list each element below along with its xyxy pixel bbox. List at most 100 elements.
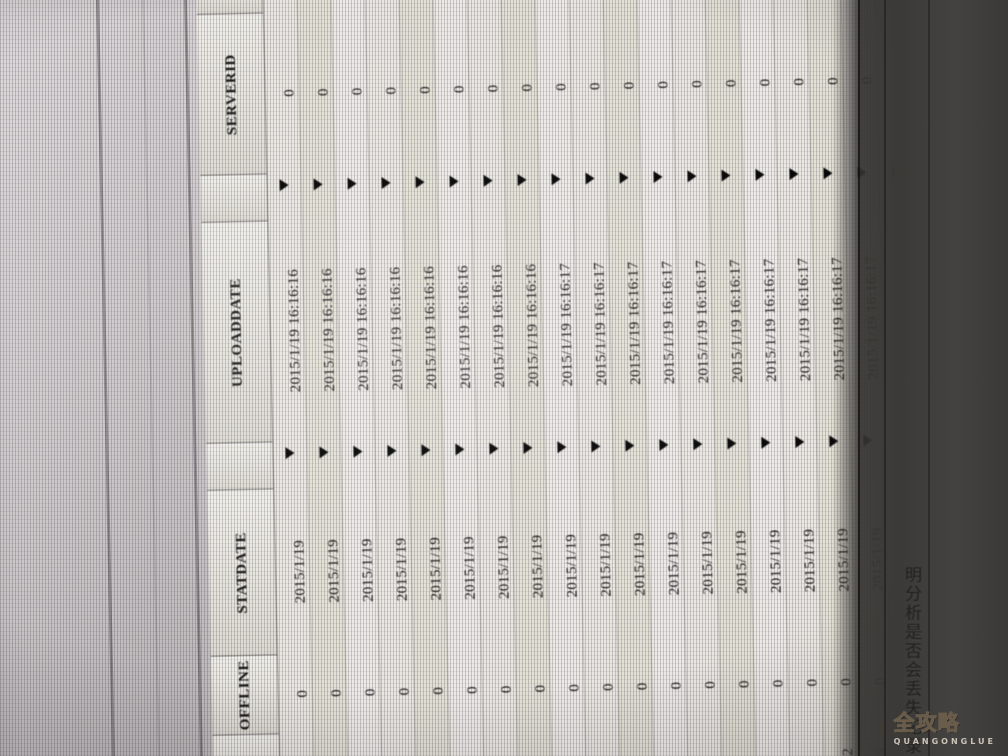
row-selector-triangle-icon[interactable] [415, 176, 425, 189]
statdate-column-header[interactable]: STATDATE [207, 489, 278, 656]
serverid-column-header[interactable]: SERVERID [196, 13, 268, 175]
table-row[interactable]: 2015/1/19 [342, 487, 380, 657]
table-row[interactable]: 0 [433, 9, 472, 174]
table-row[interactable]: 0 [467, 8, 506, 174]
table-row[interactable] [551, 727, 587, 756]
table-row[interactable] [789, 722, 825, 756]
table-row[interactable]: 0 [651, 646, 688, 730]
offline-column-header[interactable]: OFFLINE [210, 655, 280, 735]
row-selector-triangle-icon[interactable] [789, 167, 799, 181]
row-selector-triangle-icon[interactable] [319, 446, 329, 459]
table-row[interactable]: 0 [399, 9, 438, 175]
row-selector-triangle-icon[interactable] [455, 443, 465, 456]
table-row[interactable]: 0 [685, 645, 722, 729]
table-row[interactable]: 0 [569, 6, 608, 171]
table-row[interactable] [721, 723, 757, 756]
table-row[interactable] [279, 733, 315, 756]
table-row[interactable]: 0 [481, 650, 518, 733]
table-row[interactable] [449, 729, 485, 756]
table-row[interactable]: 2015/1/19 [716, 479, 754, 649]
table-row[interactable]: 2015/1/19 16:16:17 [676, 211, 716, 437]
table-row[interactable] [483, 729, 519, 756]
table-row[interactable]: 2015/1/19 [614, 481, 652, 651]
row-selector-triangle-icon[interactable] [313, 178, 323, 191]
row-selector-triangle-icon[interactable] [285, 446, 295, 460]
table-row[interactable] [755, 723, 791, 756]
table-row[interactable]: 2015/1/19 [444, 484, 482, 655]
table-row[interactable]: 0 [549, 648, 586, 732]
row-selector-triangle-icon[interactable] [449, 175, 459, 188]
row-selector-triangle-icon[interactable] [517, 173, 527, 187]
table-row[interactable]: 2015/1/19 [308, 487, 346, 658]
row-selector-triangle-icon[interactable] [693, 438, 703, 451]
table-row[interactable]: 0 [719, 644, 756, 728]
table-row[interactable]: 2015/1/19 [682, 479, 720, 650]
table-row[interactable]: 0 [413, 651, 450, 735]
table-row[interactable]: 0 [617, 647, 654, 730]
table-row[interactable]: 0 [311, 653, 348, 737]
row-selector-triangle-icon[interactable] [727, 437, 737, 450]
table-row[interactable]: 0 [705, 3, 744, 168]
table-row[interactable] [347, 732, 383, 756]
table-row[interactable] [585, 726, 621, 756]
tail-number-column-header[interactable] [212, 734, 281, 756]
table-row[interactable]: 2015/1/19 16:16:16 [336, 219, 376, 444]
table-row[interactable]: 0 [331, 11, 370, 177]
row-selector-triangle-icon[interactable] [347, 177, 357, 190]
table-row[interactable]: 2015/1/19 16:16:16 [404, 217, 444, 443]
table-row[interactable]: 2015/1/19 16:16:16 [438, 217, 478, 442]
row-selector-triangle-icon[interactable] [659, 438, 669, 452]
table-row[interactable]: 2015/1/19 [478, 484, 516, 654]
table-row[interactable]: 2015/1/19 [376, 486, 414, 657]
version-column-header[interactable] [196, 0, 264, 14]
row-selector-triangle-icon[interactable] [591, 440, 601, 453]
table-row[interactable]: 0 [739, 2, 778, 168]
table-row[interactable]: 0 [583, 647, 620, 731]
table-row[interactable]: 2015/1/19 16:16:17 [710, 211, 750, 436]
table-row[interactable]: 2015/1/19 16:16:17 [540, 214, 580, 440]
row-selector-triangle-icon[interactable] [761, 436, 771, 449]
table-row[interactable]: 2015/1/19 [784, 477, 822, 648]
table-row[interactable]: 2015/1/19 16:16:17 [778, 209, 818, 435]
table-row[interactable]: 0 [637, 4, 676, 170]
row-selector-triangle-icon[interactable] [619, 171, 629, 184]
row-selector-triangle-icon[interactable] [353, 445, 363, 458]
table-row[interactable]: 0 [753, 644, 790, 727]
row-selector-triangle-icon[interactable] [557, 441, 567, 454]
table-row[interactable] [381, 731, 417, 756]
row-selector-triangle-icon[interactable] [523, 441, 533, 454]
row-selector-triangle-icon[interactable] [795, 435, 805, 449]
table-row[interactable] [619, 726, 655, 756]
table-row[interactable]: 2015/1/19 16:16:17 [574, 214, 614, 439]
table-row[interactable] [517, 728, 553, 756]
table-row[interactable]: 2015/1/19 16:16:17 [744, 210, 784, 436]
row-selector-triangle-icon[interactable] [755, 168, 765, 181]
table-row[interactable]: 2015/1/19 16:16:16 [370, 218, 410, 444]
row-selector-triangle-icon[interactable] [585, 172, 595, 185]
row-selector-triangle-icon[interactable] [721, 169, 731, 182]
table-row[interactable] [653, 725, 689, 756]
table-row[interactable]: 0 [297, 12, 336, 177]
table-row[interactable]: 2015/1/19 [648, 480, 686, 651]
table-row[interactable]: 0 [447, 650, 484, 734]
table-row[interactable]: 2015/1/19 16:16:16 [268, 220, 308, 446]
row-selector-triangle-icon[interactable] [483, 174, 493, 187]
table-row[interactable]: 0 [501, 7, 540, 173]
table-row[interactable]: 0 [515, 649, 552, 733]
table-row[interactable]: 0 [671, 3, 710, 169]
table-row[interactable] [687, 724, 723, 756]
table-row[interactable]: 2015/1/19 [750, 478, 788, 648]
row-selector-triangle-icon[interactable] [551, 173, 561, 186]
table-row[interactable]: 0 [365, 10, 404, 176]
row-marker-column-header[interactable] [206, 442, 275, 490]
row-selector-triangle-icon[interactable] [687, 170, 697, 183]
table-row[interactable]: 2015/1/19 16:16:17 [608, 213, 648, 439]
table-row[interactable]: 0 [773, 1, 812, 167]
table-row[interactable]: 2015/1/19 [410, 485, 448, 656]
table-row[interactable]: 2015/1/19 16:16:17 [642, 212, 682, 438]
table-row[interactable]: 2015/1/19 [274, 488, 312, 659]
table-row[interactable]: 0 [535, 6, 574, 172]
row-marker-column-header[interactable] [200, 174, 269, 222]
table-row[interactable]: 0 [787, 643, 824, 727]
table-row[interactable]: 2015/1/19 [512, 483, 550, 654]
